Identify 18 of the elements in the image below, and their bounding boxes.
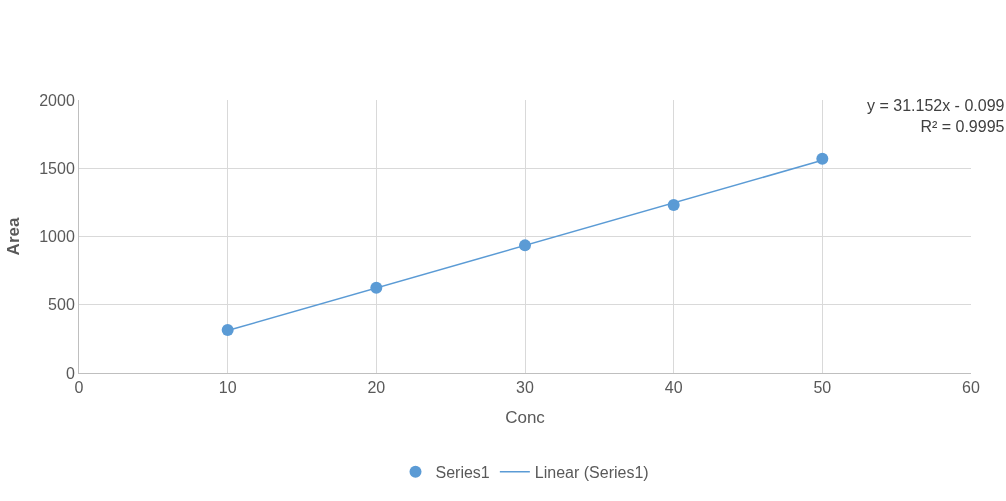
y-tick-label: 2000: [39, 91, 75, 109]
x-tick-label: 40: [664, 379, 683, 397]
point: [816, 152, 829, 165]
x-axis-title: Conc: [505, 407, 546, 427]
x-tick-label: 10: [218, 379, 237, 397]
point: [221, 324, 234, 336]
y-tick-label: 1000: [39, 228, 75, 246]
x-tick-label: 20: [367, 379, 386, 397]
x-tick-label: 50: [813, 379, 832, 397]
y-tick-label: 0: [65, 364, 75, 382]
y-tick-label: 500: [48, 296, 75, 314]
legend-label: Series1: [435, 464, 490, 482]
x-tick-label: 60: [962, 379, 980, 397]
y-tick-label: 1500: [39, 159, 75, 177]
annotation: y = 31.152x - 0.099 R² = 0.9995: [867, 97, 1005, 135]
legend-label: Linear (Series1): [534, 464, 649, 482]
x-tick-label: 30: [516, 379, 534, 397]
y-axis-title: Area: [3, 217, 23, 256]
